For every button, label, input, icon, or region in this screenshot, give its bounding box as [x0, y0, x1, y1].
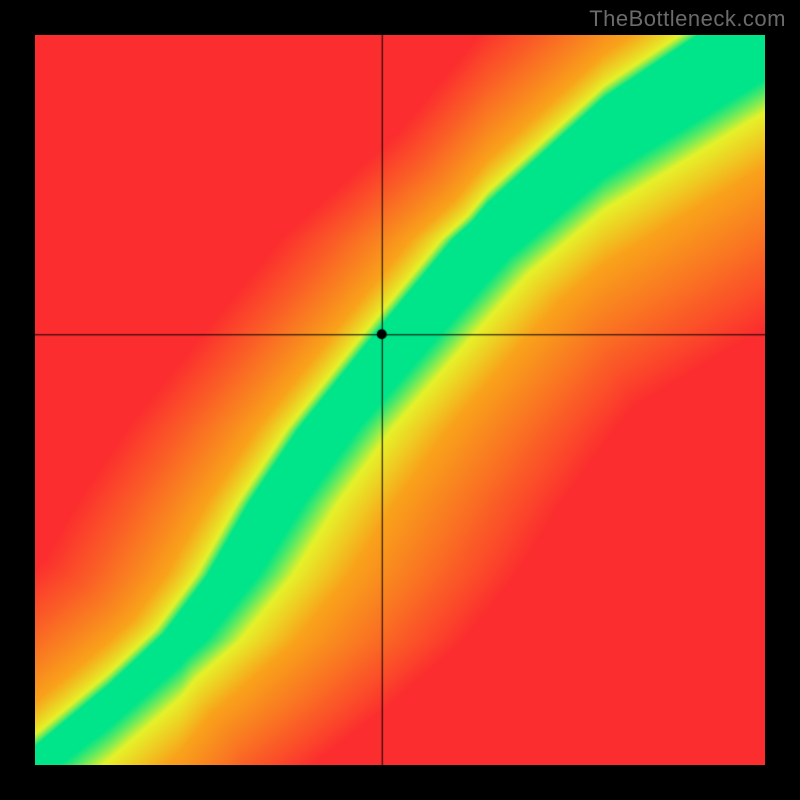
watermark-text: TheBottleneck.com	[589, 6, 786, 32]
chart-container: TheBottleneck.com	[0, 0, 800, 800]
bottleneck-heatmap	[35, 35, 765, 765]
